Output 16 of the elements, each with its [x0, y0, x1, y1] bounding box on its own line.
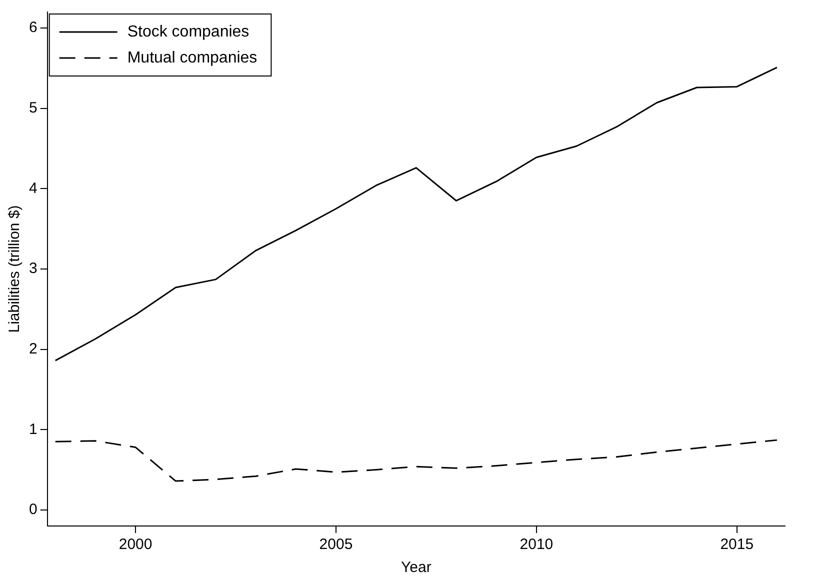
- y-tick-label: 6: [29, 19, 38, 36]
- line-series: [54, 439, 778, 482]
- y-tick-label: 5: [29, 100, 38, 117]
- x-axis-title: Year: [401, 559, 432, 576]
- y-tick-label: 0: [29, 501, 38, 518]
- y-tick-label: 1: [29, 420, 38, 438]
- y-tick-label: 2: [29, 340, 38, 358]
- x-tick-label: 2000: [118, 536, 152, 554]
- x-tick-label: 2015: [720, 536, 754, 554]
- x-tick-label: 2005: [319, 536, 353, 554]
- y-tick-label: 3: [29, 260, 38, 278]
- y-axis-title: Liabilities (trillion $): [6, 205, 24, 333]
- legend-label: Stock companies: [127, 23, 250, 40]
- x-tick-label: 2010: [520, 536, 554, 554]
- legend-label: Mutual companies: [127, 49, 258, 66]
- y-tick-label: 4: [29, 180, 38, 197]
